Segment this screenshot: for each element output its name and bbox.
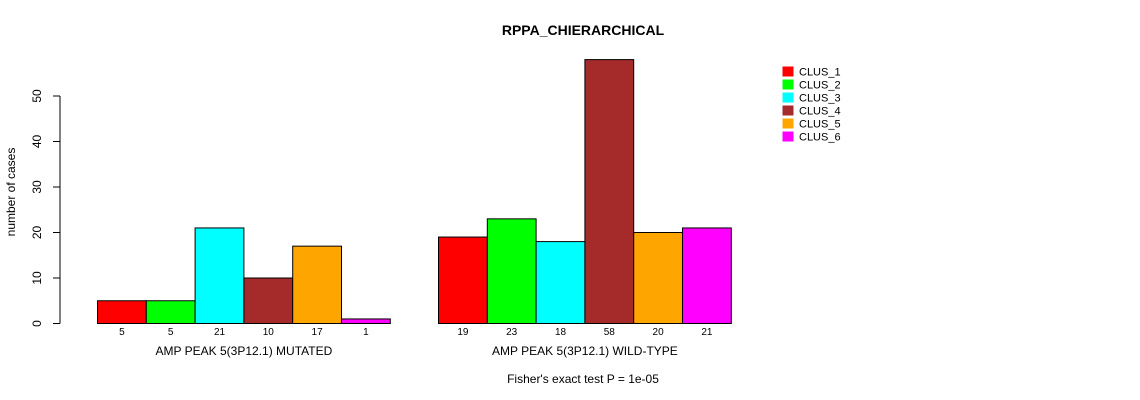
bar-count-label: 5 xyxy=(168,327,174,338)
legend-label: CLUS_5 xyxy=(799,119,841,131)
bar-count-label: 17 xyxy=(312,327,324,338)
bar-clus-5-group-2 xyxy=(633,232,684,324)
bar-clus-6-group-1 xyxy=(341,318,391,325)
legend-label: CLUS_2 xyxy=(799,80,841,92)
y-tick-label: 40 xyxy=(30,135,44,149)
bar-count-label: 19 xyxy=(457,327,469,338)
bar-clus-3-group-1 xyxy=(194,227,245,324)
legend-swatch xyxy=(782,105,794,116)
y-tick-label: 50 xyxy=(30,89,44,103)
y-axis: 0 10 20 30 40 50 xyxy=(30,89,61,327)
bar-clus-4-group-1 xyxy=(243,277,294,324)
y-axis-label: number of cases xyxy=(4,148,18,237)
bar-clus-3-group-2 xyxy=(535,241,586,325)
y-tick-label: 30 xyxy=(30,180,44,194)
legend-swatch xyxy=(782,79,794,90)
group-label-1: AMP PEAK 5(3P12.1) MUTATED xyxy=(156,344,333,358)
legend-swatch xyxy=(782,131,794,142)
bar-clus-6-group-2 xyxy=(682,227,732,324)
bar-clus-2-group-2 xyxy=(486,218,537,325)
bar-count-label: 21 xyxy=(701,327,713,338)
bar-count-label: 58 xyxy=(604,327,616,338)
bar-clus-5-group-1 xyxy=(292,245,343,324)
bar-clus-1-group-2 xyxy=(438,236,488,324)
bar-count-label: 1 xyxy=(363,327,369,338)
legend-swatch xyxy=(782,66,794,77)
bar-count-label: 18 xyxy=(555,327,567,338)
bar-clus-1-group-1 xyxy=(97,300,147,324)
bar-count-label: 5 xyxy=(119,327,125,338)
legend-label: CLUS_1 xyxy=(799,67,841,79)
group-labels: AMP PEAK 5(3P12.1) MUTATED AMP PEAK 5(3P1… xyxy=(156,344,678,358)
legend-label: CLUS_4 xyxy=(799,106,841,118)
legend-swatch xyxy=(782,92,794,103)
fisher-test-footnote: Fisher's exact test P = 1e-05 xyxy=(507,372,659,386)
bar-count-label: 10 xyxy=(263,327,275,338)
group-label-2: AMP PEAK 5(3P12.1) WILD-TYPE xyxy=(492,344,678,358)
bar-clus-4-group-2 xyxy=(584,59,635,324)
bar-groups xyxy=(97,59,732,325)
bar-count-label: 21 xyxy=(214,327,226,338)
legend-swatch xyxy=(782,118,794,129)
y-tick-label: 20 xyxy=(30,226,44,240)
y-tick-label: 0 xyxy=(30,320,44,327)
bar-count-label: 20 xyxy=(653,327,665,338)
chart-title: RPPA_CHIERARCHICAL xyxy=(502,22,665,38)
bar-clus-2-group-1 xyxy=(145,300,196,324)
count-labels: 5 5 21 10 17 1 19 23 18 58 20 21 xyxy=(119,327,713,338)
legend-label: CLUS_6 xyxy=(799,132,841,144)
bar-count-label: 23 xyxy=(506,327,518,338)
y-tick-label: 10 xyxy=(30,271,44,285)
legend-label: CLUS_3 xyxy=(799,93,841,105)
